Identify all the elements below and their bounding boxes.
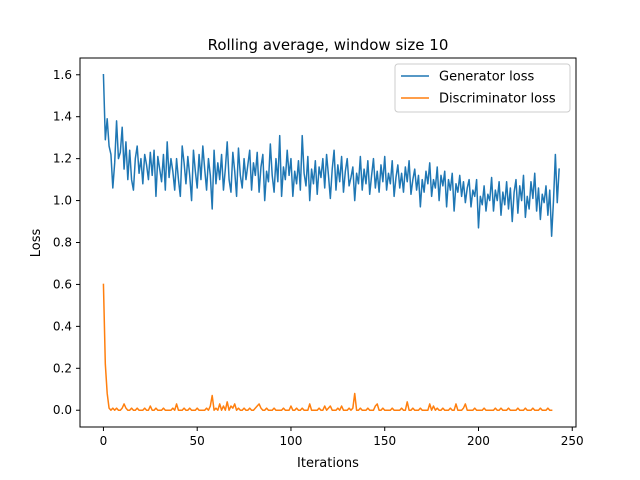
y-axis: 0.0 0.2 0.4 0.6 0.8 1.0 1.2 1.4 1.6 [53, 68, 80, 417]
y-axis-label: Loss [29, 229, 44, 258]
y-tick-label: 0.6 [53, 277, 72, 291]
x-tick-label: 150 [373, 434, 396, 448]
legend-label-0: Generator loss [439, 70, 534, 85]
y-tick-label: 0.8 [53, 236, 72, 250]
y-tick-label: 1.4 [53, 110, 72, 124]
x-axis-label: Iterations [297, 456, 359, 471]
x-tick-label: 250 [561, 434, 584, 448]
x-tick-label: 100 [280, 434, 303, 448]
x-tick-label: 50 [190, 434, 205, 448]
legend-label-1: Discriminator loss [439, 92, 556, 107]
plot-area [102, 73, 560, 411]
legend-box [394, 63, 571, 113]
y-tick-label: 0.0 [53, 403, 72, 417]
y-tick-label: 1.6 [53, 68, 72, 82]
axes-frame [79, 57, 577, 428]
y-tick-label: 1.2 [53, 152, 72, 166]
series-line-1 [102, 283, 553, 411]
y-tick-label: 0.4 [53, 319, 72, 333]
series-line-0 [102, 73, 560, 237]
x-axis: 0 50 100 150 200 250 [100, 427, 584, 448]
chart-title: Rolling average, window size 10 [208, 36, 449, 54]
y-tick-label: 1.0 [53, 194, 72, 208]
x-tick-label: 0 [100, 434, 108, 448]
y-tick-label: 0.2 [53, 361, 72, 375]
x-tick-label: 200 [467, 434, 490, 448]
legend: Generator loss Discriminator loss [394, 63, 571, 113]
